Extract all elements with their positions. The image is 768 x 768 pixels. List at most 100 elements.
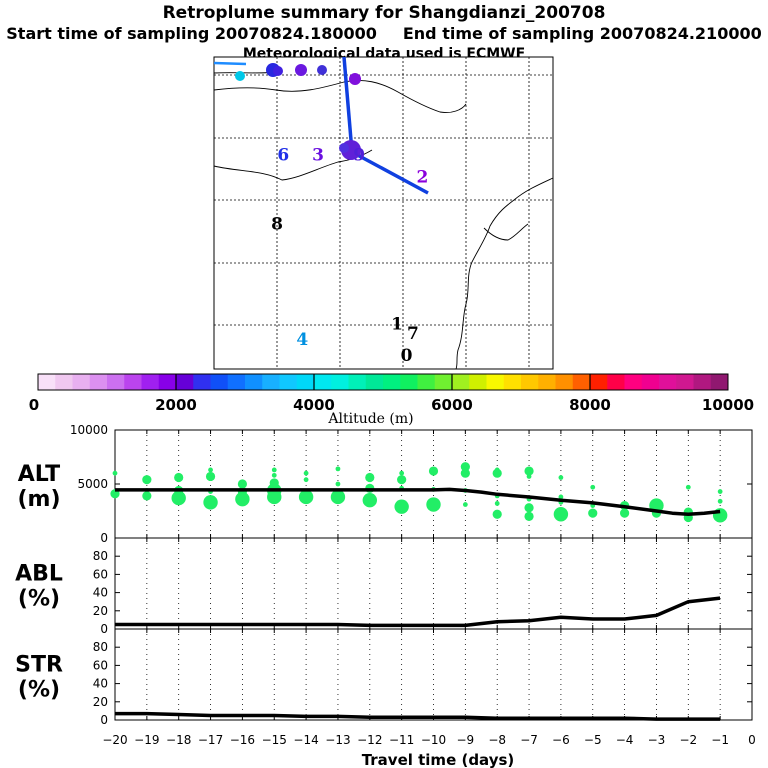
scatter-point bbox=[524, 503, 534, 513]
abl-ytick-label: 60 bbox=[93, 567, 108, 581]
start-time-label: Start time of sampling 20070824.180000 bbox=[6, 24, 377, 43]
cluster-label: 9 bbox=[353, 146, 365, 166]
xtick-label: −12 bbox=[357, 733, 382, 747]
scatter-point bbox=[203, 495, 218, 510]
scatter-point bbox=[237, 479, 247, 489]
colorbar-segment bbox=[107, 374, 125, 390]
cluster-label: 8 bbox=[271, 214, 283, 234]
xtick-label: −5 bbox=[584, 733, 602, 747]
xtick-label: −20 bbox=[102, 733, 127, 747]
colorbar-segment bbox=[331, 374, 349, 390]
colorbar-segment bbox=[210, 374, 229, 390]
scatter-point bbox=[717, 489, 723, 494]
abl-ytick-label: 40 bbox=[93, 586, 108, 600]
cluster-label: 5 bbox=[164, 308, 176, 328]
xtick-label: −18 bbox=[166, 733, 191, 747]
xtick-label: −13 bbox=[325, 733, 350, 747]
colorbar-segment bbox=[710, 374, 729, 390]
trajectory-line bbox=[214, 61, 247, 66]
scatter-point bbox=[171, 490, 186, 506]
cluster-label: 2 bbox=[416, 167, 428, 187]
scatter-point bbox=[330, 489, 346, 505]
colorbar-segment bbox=[348, 374, 367, 390]
abl-ytick-label: 20 bbox=[93, 604, 108, 618]
scatter-point bbox=[362, 493, 377, 508]
colorbar-segment bbox=[279, 374, 298, 390]
scatter-point bbox=[620, 508, 630, 518]
colorbar-segment bbox=[434, 374, 453, 390]
scatter-point bbox=[492, 468, 502, 478]
scatter-point bbox=[524, 511, 534, 521]
scatter-point bbox=[365, 472, 375, 483]
trajectory-cluster-marker bbox=[235, 71, 245, 81]
colorbar-tick-label: 0 bbox=[29, 396, 39, 414]
xtick-label: −8 bbox=[488, 733, 506, 747]
colorbar-segment bbox=[590, 374, 608, 390]
cluster-label: 0 bbox=[401, 346, 413, 366]
colorbar-tick-label: 10000 bbox=[702, 396, 754, 414]
colorbar-segment bbox=[503, 374, 522, 390]
colorbar-frame bbox=[37, 373, 729, 391]
str-panel: 80 60 40 20 0 STR(%) bbox=[15, 628, 753, 727]
colorbar-segment bbox=[555, 374, 574, 390]
alt-ytick-label: 0 bbox=[100, 531, 108, 545]
xtick-label: −10 bbox=[421, 733, 446, 747]
str-ytick-label: 20 bbox=[93, 695, 108, 709]
colorbar-segment bbox=[245, 374, 263, 390]
xtick-label: 0 bbox=[748, 733, 756, 747]
colorbar-segment bbox=[141, 374, 160, 390]
colorbar-segment bbox=[55, 374, 73, 390]
scatter-point bbox=[394, 499, 409, 514]
colorbar-segment bbox=[296, 374, 315, 390]
cluster-label: 3 bbox=[312, 146, 324, 166]
colorbar-segment bbox=[659, 374, 677, 390]
scatter-point bbox=[271, 472, 277, 478]
scatter-point bbox=[142, 491, 152, 501]
xtick-label: −9 bbox=[456, 733, 474, 747]
colorbar-segment bbox=[365, 374, 384, 390]
str-label-line1: STR bbox=[15, 653, 63, 678]
cluster-label: 6 bbox=[277, 146, 289, 166]
trajectory-map: 5 6 3 9 2 8 5 4 1 70 bbox=[164, 56, 554, 370]
cluster-label: 4 bbox=[296, 330, 308, 350]
scatter-point bbox=[335, 481, 341, 487]
colorbar-segment bbox=[314, 374, 332, 390]
scatter-point bbox=[524, 466, 534, 476]
colorbar-segment bbox=[572, 374, 591, 390]
colorbar-tick-label: 6000 bbox=[431, 396, 473, 414]
xtick-label: −16 bbox=[230, 733, 255, 747]
colorbar-tick-label: 2000 bbox=[155, 396, 197, 414]
scatter-point bbox=[303, 477, 309, 483]
series-line bbox=[115, 596, 721, 628]
scatter-point bbox=[526, 474, 532, 479]
scatter-point bbox=[558, 475, 564, 480]
abl-label-line1: ABL bbox=[15, 562, 63, 587]
str-ytick-label: 60 bbox=[93, 658, 108, 672]
scatter-point bbox=[492, 509, 502, 519]
alt-label-line2: (m) bbox=[17, 487, 60, 512]
coastline bbox=[455, 177, 554, 370]
cluster-label: 1 bbox=[391, 315, 403, 335]
coastline bbox=[483, 223, 529, 241]
alt-frame bbox=[114, 429, 753, 539]
map-frame bbox=[213, 56, 554, 370]
scatter-point bbox=[335, 466, 341, 472]
scatter-point bbox=[553, 507, 569, 522]
abl-ytick-label: 0 bbox=[100, 622, 108, 636]
colorbar-segment bbox=[72, 374, 91, 390]
x-axis-title: Travel time (days) bbox=[362, 751, 515, 768]
colorbar-segment bbox=[469, 374, 487, 390]
trajectory-cluster-marker bbox=[295, 64, 307, 76]
str-ytick-label: 40 bbox=[93, 677, 108, 691]
series-line bbox=[115, 711, 721, 721]
series-line bbox=[115, 487, 721, 516]
colorbar-segment bbox=[400, 374, 418, 390]
colorbar-segment bbox=[641, 374, 660, 390]
end-time-label: End time of sampling 20070824.210000 bbox=[402, 24, 762, 43]
colorbar-segment bbox=[89, 374, 108, 390]
cluster-label: 5 bbox=[189, 174, 201, 194]
scatter-point bbox=[142, 475, 152, 485]
colorbar-segment bbox=[521, 374, 539, 390]
xtick-label: −3 bbox=[648, 733, 666, 747]
